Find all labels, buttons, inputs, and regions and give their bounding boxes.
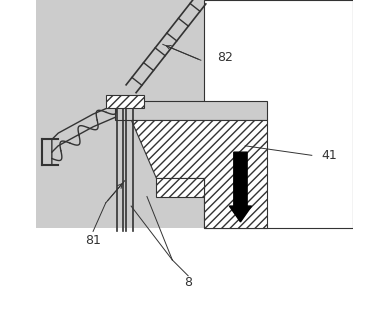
FancyArrow shape — [230, 152, 252, 222]
Polygon shape — [131, 120, 267, 228]
Text: 81: 81 — [85, 234, 101, 248]
Polygon shape — [156, 178, 204, 197]
Text: 8: 8 — [184, 275, 192, 289]
Text: 82: 82 — [217, 50, 233, 64]
Bar — [204, 0, 353, 228]
Bar — [106, 95, 144, 108]
Bar — [115, 101, 267, 120]
Bar — [36, 0, 267, 228]
Text: 41: 41 — [321, 149, 337, 162]
